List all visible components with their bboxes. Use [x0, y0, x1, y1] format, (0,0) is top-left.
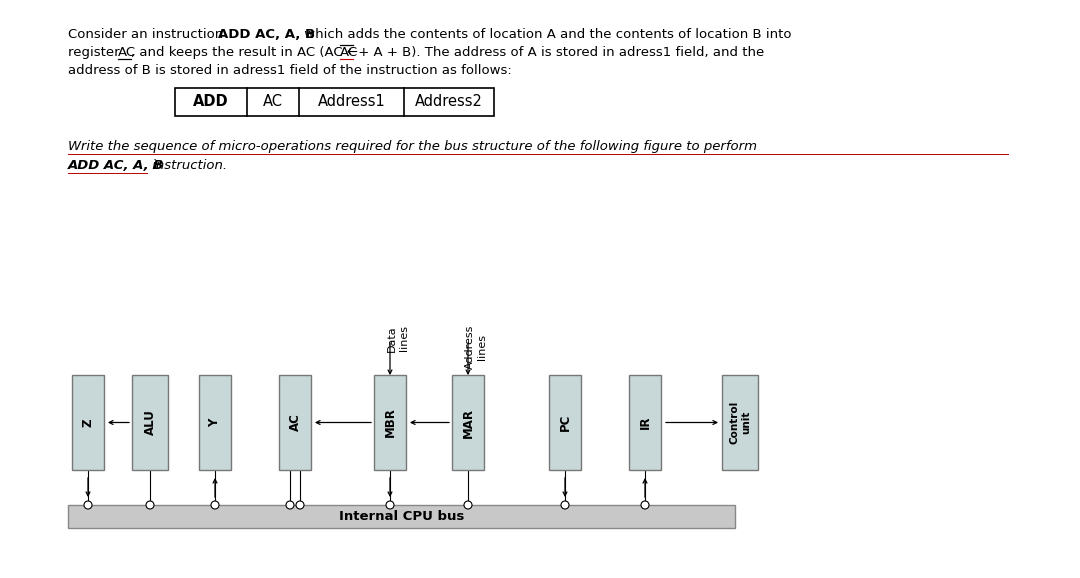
Circle shape: [211, 501, 219, 509]
Circle shape: [386, 501, 394, 509]
Text: which adds the contents of location A and the contents of location B into: which adds the contents of location A an…: [300, 28, 792, 41]
Circle shape: [464, 501, 472, 509]
Text: ADD AC, A, B: ADD AC, A, B: [218, 28, 315, 41]
Text: AC: AC: [118, 46, 136, 59]
Bar: [549, 375, 581, 470]
Bar: [132, 375, 168, 470]
Text: ADD AC, A, B: ADD AC, A, B: [68, 159, 164, 172]
Circle shape: [146, 501, 154, 509]
Text: IR: IR: [638, 416, 651, 429]
Bar: [279, 375, 311, 470]
Text: ALU: ALU: [144, 410, 157, 435]
Text: Control
unit: Control unit: [729, 401, 751, 444]
Bar: [72, 375, 104, 470]
Text: MAR: MAR: [461, 407, 474, 438]
Circle shape: [642, 501, 649, 509]
Text: Write the sequence of micro-operations required for the bus structure of the fol: Write the sequence of micro-operations r…: [68, 140, 757, 153]
Text: ADD: ADD: [193, 94, 229, 109]
Circle shape: [84, 501, 92, 509]
Text: register: register: [68, 46, 124, 59]
Circle shape: [296, 501, 303, 509]
Text: Address2: Address2: [415, 94, 483, 109]
Text: MBR: MBR: [383, 407, 396, 438]
Text: Data
lines: Data lines: [388, 325, 409, 351]
Text: PC: PC: [558, 414, 571, 431]
Bar: [374, 375, 406, 470]
Circle shape: [286, 501, 294, 509]
Text: Address
lines: Address lines: [465, 325, 487, 369]
Bar: [175, 88, 494, 116]
Text: Z: Z: [81, 418, 95, 427]
Text: Address1: Address1: [318, 94, 386, 109]
Bar: [453, 375, 484, 470]
Text: instruction.: instruction.: [148, 159, 227, 172]
Text: Y: Y: [208, 418, 221, 427]
Text: AC: AC: [264, 94, 283, 109]
Text: address of B is stored in adress1 field of the instruction as follows:: address of B is stored in adress1 field …: [68, 64, 512, 77]
Bar: [68, 505, 735, 528]
Bar: [199, 375, 231, 470]
Text: , and keeps the result in AC (AC ←: , and keeps the result in AC (AC ←: [131, 46, 362, 59]
Text: Consider an instruction: Consider an instruction: [68, 28, 228, 41]
Text: Internal CPU bus: Internal CPU bus: [339, 510, 464, 523]
Bar: [629, 375, 661, 470]
Text: AC: AC: [340, 46, 359, 59]
Circle shape: [561, 501, 569, 509]
Text: AC: AC: [288, 414, 301, 431]
Bar: [723, 375, 758, 470]
Text: + A + B). The address of A is stored in adress1 field, and the: + A + B). The address of A is stored in …: [354, 46, 765, 59]
